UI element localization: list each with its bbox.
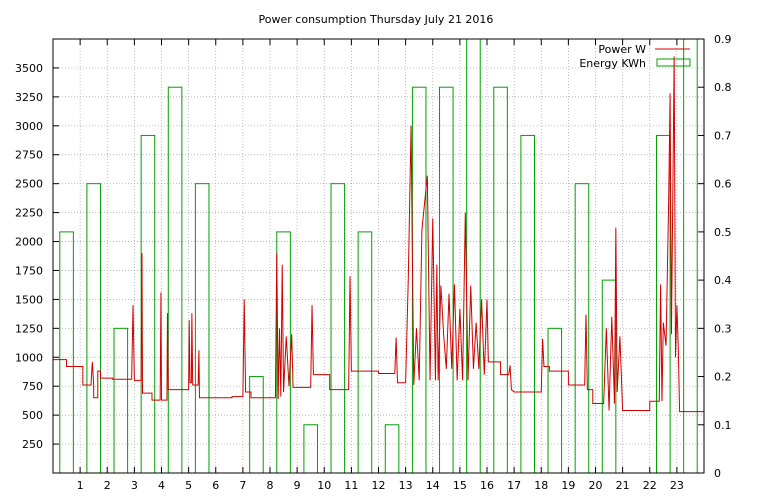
power-line [53, 56, 704, 413]
y-tick-label: 2750 [15, 149, 43, 162]
energy-bar [520, 134, 535, 474]
x-tick-label: 9 [294, 479, 301, 492]
y2-tick-label: 0.5 [714, 226, 732, 239]
y-tick-label: 250 [22, 438, 43, 451]
y-tick-label: 3250 [15, 91, 43, 104]
x-tick-label: 10 [317, 479, 331, 492]
y-tick-label: 1250 [15, 322, 43, 335]
grid [53, 39, 704, 473]
y2-tick-label: 0.3 [714, 322, 732, 335]
chart-title: Power consumption Thursday July 21 2016 [259, 13, 494, 26]
y2-tick-label: 0.4 [714, 274, 732, 287]
x-tick-label: 16 [480, 479, 494, 492]
x-tick-label: 14 [426, 479, 440, 492]
energy-bar [384, 424, 400, 474]
energy-bar [357, 231, 373, 474]
y-tick-label: 2000 [15, 236, 43, 249]
x-tick-label: 3 [131, 479, 138, 492]
y-tick-label: 1000 [15, 351, 43, 364]
x-tick-label: 20 [589, 479, 603, 492]
y2-tick-label: 0.6 [714, 178, 732, 191]
y-tick-label: 500 [22, 409, 43, 422]
x-tick-label: 15 [453, 479, 467, 492]
y-tick-label: 2250 [15, 207, 43, 220]
x-tick-label: 8 [267, 479, 274, 492]
y-tick-label: 1750 [15, 264, 43, 277]
x-tick-label: 6 [212, 479, 219, 492]
legend: Power W Energy KWh [579, 43, 691, 70]
energy-bar [249, 376, 264, 474]
legend-swatch-energy [656, 58, 691, 67]
x-tick-label: 18 [534, 479, 548, 492]
energy-bar [547, 327, 563, 474]
x-tick-label: 2 [104, 479, 111, 492]
legend-label-power: Power W [598, 43, 646, 56]
x-tick-label: 12 [372, 479, 386, 492]
energy-bar [466, 38, 481, 474]
power-series [53, 56, 704, 413]
x-tick-label: 1 [77, 479, 84, 492]
x-tick-label: 19 [561, 479, 575, 492]
x-tick-label: 7 [239, 479, 246, 492]
energy-bar [330, 183, 346, 474]
energy-bar [59, 231, 74, 474]
y2-tick-label: 0.2 [714, 371, 732, 384]
y2-tick-label: 0.1 [714, 419, 732, 432]
x-tick-label: 23 [670, 479, 684, 492]
x-tick-label: 17 [507, 479, 521, 492]
energy-bar [140, 134, 156, 474]
energy-bar [656, 134, 671, 474]
x-axis: 1 2 3 4 5 6 7 8 9 10 11 12 13 14 15 16 17 18 19 20 21 22 23 [77, 39, 684, 492]
energy-bar [683, 38, 698, 474]
y-tick-label: 750 [22, 380, 43, 393]
y2-tick-label: 0.7 [714, 129, 732, 142]
x-tick-label: 11 [344, 479, 358, 492]
y-tick-label: 3000 [15, 120, 43, 133]
y-axis-right: 0 0.1 0.2 0.3 0.4 0.5 0.6 0.7 0.8 0.9 [698, 33, 732, 480]
y2-tick-label: 0.9 [714, 33, 732, 46]
x-tick-label: 13 [399, 479, 413, 492]
y2-tick-label: 0 [714, 467, 721, 480]
y2-tick-label: 0.8 [714, 81, 732, 94]
x-tick-label: 22 [643, 479, 657, 492]
y-tick-label: 3500 [15, 62, 43, 75]
x-tick-label: 21 [616, 479, 630, 492]
x-tick-label: 4 [158, 479, 165, 492]
legend-label-energy: Energy KWh [579, 57, 646, 70]
energy-bar [303, 424, 318, 474]
y-tick-label: 2500 [15, 178, 43, 191]
y-tick-label: 1500 [15, 293, 43, 306]
energy-bar [113, 327, 129, 474]
x-tick-label: 5 [185, 479, 192, 492]
y-axis-left: 250 500 750 1000 1250 1500 1750 2000 2250 2500 275… [15, 62, 59, 451]
